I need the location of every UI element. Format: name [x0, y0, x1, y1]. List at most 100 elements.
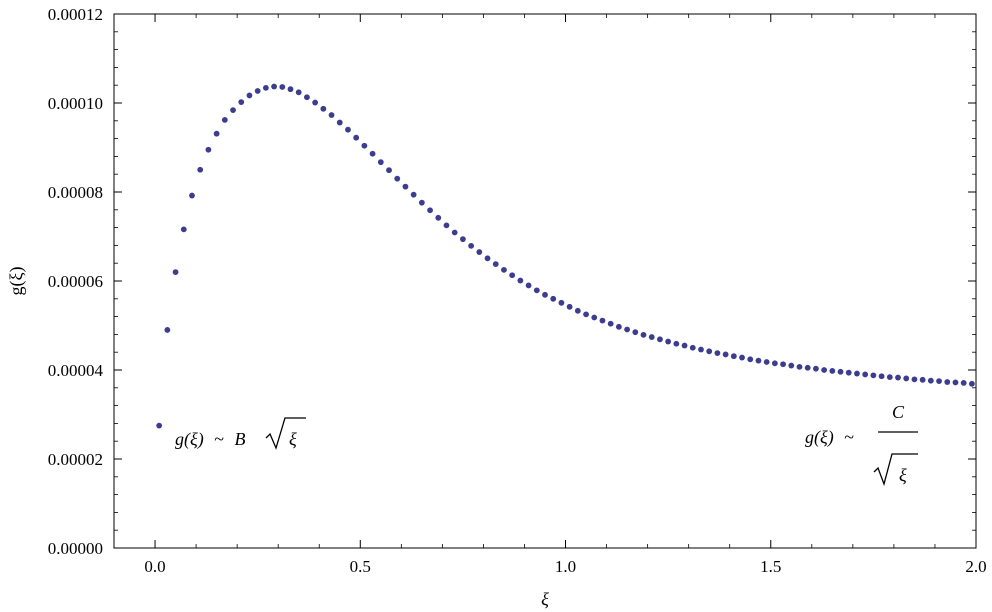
data-point: [837, 368, 844, 375]
data-point: [304, 94, 310, 101]
data-point: [936, 378, 942, 385]
data-point: [353, 134, 360, 141]
data-point: [648, 334, 655, 340]
tick-marks: [113, 13, 977, 549]
y-tick-label: 0.00012: [48, 5, 103, 24]
data-point: [312, 99, 319, 106]
data-point: [336, 119, 343, 126]
data-point: [944, 379, 951, 385]
data-point: [484, 255, 491, 262]
data-point: [771, 360, 778, 367]
data-point: [320, 105, 327, 112]
data-point: [443, 222, 450, 229]
data-point: [328, 112, 335, 118]
data-point: [230, 107, 236, 114]
data-point: [689, 344, 696, 351]
y-axis-label: g(ξ): [6, 266, 27, 295]
data-point: [829, 367, 836, 374]
data-point: [377, 159, 384, 166]
data-point: [854, 370, 860, 377]
data-point: [525, 282, 532, 289]
data-point: [197, 166, 204, 173]
data-point: [509, 272, 516, 279]
annotation-small-xi-radicand: ξ: [289, 429, 297, 449]
data-point: [394, 175, 401, 182]
data-point: [558, 299, 565, 306]
data-point: [804, 364, 811, 371]
data-point: [607, 320, 614, 327]
data-point: [254, 88, 261, 94]
y-tick-label: 0.00002: [48, 450, 103, 469]
data-point: [180, 226, 187, 233]
y-tick-label: 0.00000: [48, 539, 103, 558]
data-point: [862, 371, 869, 378]
x-tick-label: 2.0: [965, 557, 986, 576]
data-point: [271, 83, 277, 90]
data-point: [927, 377, 934, 384]
annotation-large-xi-sim: ~: [844, 427, 854, 447]
data-point: [583, 311, 589, 318]
data-point: [763, 359, 770, 365]
data-point: [164, 327, 171, 333]
data-point: [205, 146, 212, 153]
data-point: [788, 362, 795, 369]
data-point: [755, 357, 762, 364]
x-tick-label: 0.5: [350, 557, 371, 576]
svg-text:g(ξ) ~: g(ξ) ~: [805, 427, 854, 448]
x-axis-label: ξ: [541, 589, 549, 609]
data-point: [722, 351, 729, 358]
data-point: [361, 142, 368, 149]
data-point: [665, 338, 672, 345]
annotation-large-xi-numerator: C: [892, 402, 905, 422]
data-point: [952, 379, 959, 386]
data-point: [624, 326, 630, 333]
data-point: [262, 84, 269, 91]
data-point: [501, 266, 507, 273]
y-tick-label: 0.00006: [48, 272, 103, 291]
data-point: [730, 353, 737, 360]
data-point: [903, 375, 910, 382]
data-point: [845, 369, 852, 376]
data-point: [714, 350, 721, 356]
y-tick-label: 0.00004: [48, 361, 104, 380]
data-point: [968, 380, 975, 387]
annotation-small-xi-sim: ~: [214, 429, 224, 449]
data-point: [533, 287, 540, 294]
data-point: [640, 331, 647, 338]
y-tick-label: 0.00010: [48, 94, 103, 113]
data-point: [796, 363, 803, 370]
data-point: [566, 303, 573, 310]
annotation-large-xi-radicand: ξ: [899, 465, 907, 485]
data-point: [468, 242, 475, 249]
data-point: [599, 317, 606, 324]
data-point: [427, 207, 433, 214]
data-point: [574, 307, 581, 314]
data-point: [172, 269, 179, 275]
data-point: [821, 367, 828, 373]
data-point: [911, 376, 918, 383]
annotation-large-xi-lhs: g(ξ): [805, 427, 834, 448]
data-point: [960, 380, 967, 386]
data-point: [402, 183, 409, 190]
data-point: [550, 295, 557, 302]
data-point: [747, 356, 754, 363]
data-point: [517, 277, 524, 284]
data-point: [706, 348, 713, 355]
data-point: [492, 261, 499, 267]
data-point: [451, 229, 458, 236]
annotation-small-xi: g(ξ) ~ B ξ: [175, 417, 306, 450]
data-point: [369, 150, 376, 157]
data-point: [279, 84, 286, 90]
data-point: [591, 314, 598, 321]
data-point: [657, 336, 663, 343]
data-point: [460, 236, 466, 243]
tick-labels: 0.0 0.5 1.0 1.5 2.0 0.00000 0.00002 0.00004 0.00…: [48, 5, 987, 576]
data-point: [681, 342, 688, 349]
data-point: [418, 199, 425, 206]
data-point: [615, 323, 622, 330]
data-point: [287, 86, 294, 93]
data-point: [739, 354, 745, 361]
y-tick-label: 0.00008: [48, 183, 103, 202]
data-point: [345, 126, 351, 133]
